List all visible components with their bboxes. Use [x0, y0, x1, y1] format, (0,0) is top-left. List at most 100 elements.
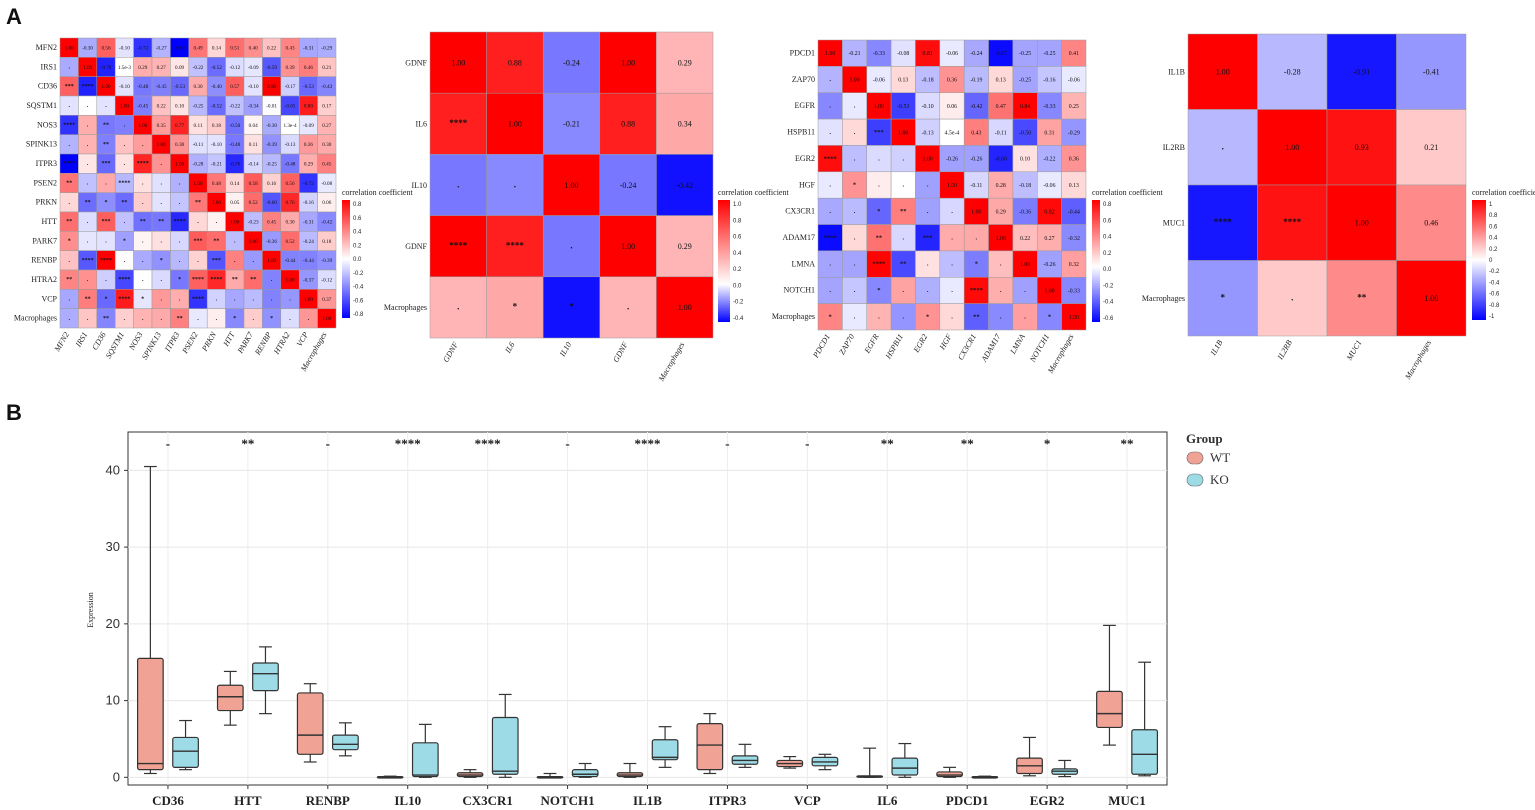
heatmap-cell [890, 250, 916, 278]
column-label: IRS1 [73, 331, 89, 350]
coefficient-label: -0.13 [285, 142, 296, 148]
significance-label: **** [192, 277, 204, 283]
coefficient-label: 1.00 [825, 51, 835, 57]
significance-label: ** [66, 277, 72, 283]
heatmap-cell [1061, 197, 1087, 225]
heatmap-cell [939, 250, 965, 278]
coefficient-label: 0.90 [267, 84, 276, 90]
legend-key-wt [1186, 451, 1204, 465]
coefficient-label: 1.00 [322, 316, 331, 322]
coefficient-label: -0.12 [229, 65, 240, 71]
coefficient-label: -0.37 [303, 277, 314, 283]
box-ko-notch1 [571, 762, 599, 778]
coefficient-label: 1.00 [83, 65, 92, 71]
heatmap-cell [656, 31, 714, 94]
significance-label: . [457, 179, 459, 189]
significance-label: . [216, 316, 218, 322]
legend-colorbar [1472, 200, 1486, 320]
coefficient-label: -0.36 [266, 239, 277, 245]
coefficient-label: -0.45 [156, 84, 167, 90]
coefficient-label: -0.39 [266, 142, 277, 148]
heatmap-cell [1326, 260, 1397, 337]
heatmap-cell [486, 215, 544, 278]
coefficient-label: -0.10 [119, 84, 130, 90]
legend-tick: 0.4 [1489, 236, 1498, 242]
heatmap-cell [542, 154, 601, 216]
x-category-label: MUC1 [1108, 793, 1146, 808]
heatmap-cell [817, 171, 843, 199]
coefficient-label: -0.44 [303, 258, 314, 264]
coefficient-label: -0.26 [946, 157, 958, 163]
coefficient-label: -0.06 [873, 78, 885, 84]
significance-label: * [270, 316, 273, 322]
heatmap-cell [866, 277, 892, 304]
significance-label: . [142, 258, 144, 264]
legend-colorbar [342, 200, 350, 318]
heatmap-cell [1187, 184, 1258, 261]
significance-label: . [878, 155, 880, 162]
significance-label: ** [103, 316, 109, 322]
significance-label: . [927, 208, 929, 215]
significance-label: **** [449, 240, 468, 250]
significance-label: * [877, 208, 880, 215]
significance-label: **** [118, 277, 130, 283]
box-ko-egr2 [1051, 759, 1079, 778]
box-body [172, 736, 199, 768]
significance-label: ** [177, 316, 183, 322]
coefficient-label: 0.13 [996, 78, 1006, 84]
heatmap-cell [1037, 250, 1062, 278]
significance-label: . [1291, 293, 1293, 303]
significance-label: . [160, 161, 162, 167]
coefficient-label: -0.11 [193, 142, 204, 148]
coefficient-label: 0.16 [267, 181, 276, 187]
significance-label: ** [1357, 293, 1367, 303]
significance-label: . [160, 297, 162, 303]
heatmap-cell [915, 277, 941, 304]
significance-marker: - [805, 436, 809, 451]
coefficient-label: -0.43 [321, 84, 332, 90]
significance-label: . [216, 297, 218, 303]
legend-title: Group [1186, 431, 1223, 446]
coefficient-label: 0.36 [304, 142, 313, 148]
column-label: EGFR [862, 332, 881, 355]
heatmap-cell [486, 276, 544, 339]
significance-label: **** [192, 297, 204, 303]
heatmap-cell [429, 276, 487, 339]
legend-colorbar [718, 200, 730, 322]
coefficient-label: 0.58 [249, 181, 258, 187]
significance-label: ** [66, 181, 72, 187]
coefficient-label: 0.22 [157, 103, 166, 109]
heatmap-cell [890, 303, 916, 331]
heatmap-cell [866, 224, 892, 252]
coefficient-label: -0.25 [1043, 51, 1055, 57]
significance-label: . [124, 316, 126, 322]
row-label: CD36 [38, 82, 57, 91]
heatmap-cell [890, 66, 916, 93]
heatmap-cell [915, 118, 941, 146]
heatmap-cell [842, 118, 867, 146]
box-ko-il1b [651, 726, 679, 768]
column-label: Macrophages [1403, 339, 1433, 382]
significance-label: * [123, 239, 126, 245]
y-tick-label: 0 [113, 769, 120, 784]
coefficient-label: -0.39 [321, 258, 332, 264]
coefficient-label: 0.22 [267, 45, 276, 51]
significance-label: . [105, 277, 107, 283]
heatmap2: 1.00 0.88 -0.24 1.00 0.29 **** 1.00 -0.21 0.88 0.… [384, 31, 789, 384]
significance-label: . [854, 313, 856, 320]
significance-label: . [1024, 287, 1026, 294]
significance-label: **** [174, 219, 186, 225]
coefficient-label: -0.42 [321, 219, 332, 225]
significance-label: . [951, 287, 953, 294]
heatmap-cell [1061, 92, 1087, 120]
row-label: SQSTM1 [26, 101, 57, 110]
coefficient-label: 1.00 [996, 236, 1006, 242]
heatmap-cell [963, 197, 989, 225]
box-wt-notch1 [536, 772, 564, 779]
heatmap-cell [1257, 33, 1328, 110]
coefficient-label: 0.88 [508, 58, 522, 67]
heatmap-cell [842, 197, 867, 225]
significance-label: . [289, 316, 291, 322]
heatmap-cell [1061, 303, 1087, 331]
legend-key-ko [1186, 473, 1204, 487]
